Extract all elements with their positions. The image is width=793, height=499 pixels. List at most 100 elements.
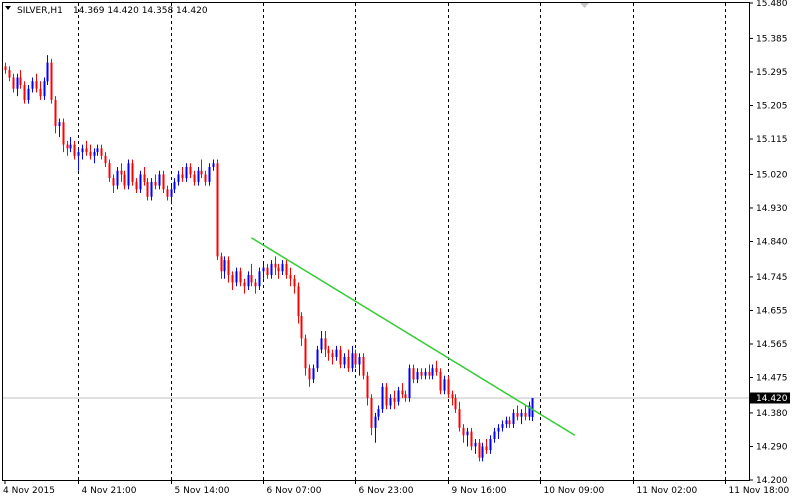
trendline[interactable]	[251, 237, 576, 436]
candle-body	[135, 181, 138, 190]
candle	[312, 364, 315, 384]
candle	[508, 416, 511, 428]
candle-body	[100, 148, 103, 156]
candle	[343, 353, 346, 369]
candle	[439, 368, 442, 395]
candle	[358, 353, 361, 376]
candle-body	[439, 371, 442, 391]
candle	[420, 368, 423, 380]
candle	[239, 267, 242, 287]
candle-body	[208, 166, 211, 182]
candle	[470, 427, 473, 451]
candle-body	[416, 371, 419, 380]
candle	[66, 140, 69, 156]
candle	[120, 163, 123, 182]
candle-body	[274, 263, 277, 268]
candle	[481, 442, 484, 462]
candle	[520, 409, 523, 425]
time-tick-label: 4 Nov 2015	[3, 486, 55, 496]
price-tick-label: 14.475	[756, 374, 788, 384]
candle	[170, 185, 173, 205]
candle-body	[266, 267, 269, 276]
candle-body	[293, 278, 296, 287]
candle	[493, 427, 496, 443]
candle	[204, 170, 207, 186]
candle-body	[277, 267, 280, 272]
price-tick-label: 14.565	[756, 340, 788, 350]
candle-body	[104, 155, 107, 164]
candle-body	[524, 412, 527, 417]
candle-body	[16, 77, 19, 89]
candle-body	[366, 375, 369, 399]
candle-body	[112, 178, 115, 186]
candle	[431, 364, 434, 380]
candle	[227, 256, 230, 283]
candle-body	[300, 316, 303, 339]
candle	[385, 383, 388, 410]
candle-body	[401, 390, 404, 395]
candle	[200, 159, 203, 179]
candle-body	[62, 122, 65, 145]
candle	[451, 390, 454, 406]
candle-body	[96, 148, 99, 153]
candle	[389, 394, 392, 410]
candle	[335, 345, 338, 361]
candle	[331, 349, 334, 365]
candle	[43, 77, 46, 100]
shift-marker-icon[interactable]	[580, 3, 589, 8]
candle-body	[362, 357, 365, 376]
candle-body	[93, 152, 96, 156]
candle	[69, 137, 72, 153]
time-tick-label: 4 Nov 21:00	[82, 486, 137, 496]
candle-body	[435, 368, 438, 372]
candle-body	[193, 174, 196, 182]
candle	[474, 439, 477, 454]
time-tick-label: 6 Nov 23:00	[359, 486, 414, 496]
candle	[277, 263, 280, 279]
candle-body	[320, 338, 323, 350]
candle	[524, 405, 527, 421]
candle-body	[127, 163, 130, 186]
candle	[127, 159, 130, 190]
candle-body	[493, 431, 496, 440]
candle-body	[262, 267, 265, 272]
candle-body	[462, 427, 465, 436]
candle-body	[189, 166, 192, 175]
price-tick-label: 15.480	[756, 0, 788, 9]
candle	[401, 383, 404, 399]
candle	[216, 159, 219, 261]
candle-body	[478, 442, 481, 458]
candle	[50, 58, 53, 104]
candle-body	[324, 338, 327, 350]
time-tick-label: 10 Nov 09:00	[544, 486, 605, 496]
candle-body	[528, 405, 531, 417]
candle	[235, 267, 238, 287]
candle-body	[404, 394, 407, 399]
candle	[58, 118, 61, 138]
candle-body	[170, 189, 173, 197]
chart-menu-triangle-icon[interactable]	[5, 6, 11, 10]
candle-body	[120, 170, 123, 175]
candle	[19, 70, 22, 89]
price-tick-label: 15.385	[756, 34, 788, 44]
candle-body	[512, 412, 515, 425]
candle-body	[481, 446, 484, 458]
candle	[220, 252, 223, 279]
candle	[293, 275, 296, 294]
candle	[270, 260, 273, 279]
candle	[362, 353, 365, 380]
candle-body	[428, 371, 431, 376]
price-tick-label: 14.380	[756, 409, 788, 419]
candle	[297, 282, 300, 324]
candle	[197, 166, 200, 186]
candle	[320, 330, 323, 354]
candle	[247, 271, 250, 290]
candle-body	[270, 263, 273, 276]
candle	[27, 84, 30, 104]
candle-body	[247, 275, 250, 287]
candle	[177, 170, 180, 186]
candle	[173, 178, 176, 194]
candle-body	[166, 189, 169, 197]
